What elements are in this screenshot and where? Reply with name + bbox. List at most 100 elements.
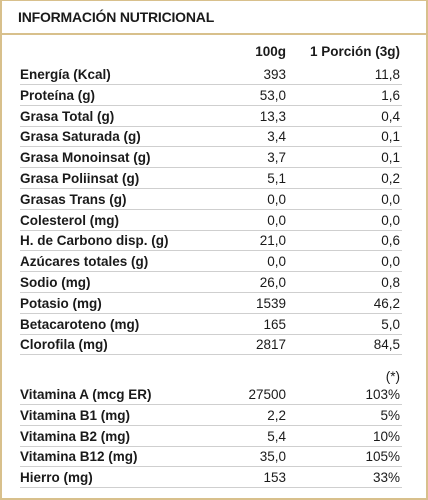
value-portion: 5%	[380, 407, 400, 423]
value-100g: 3,4	[267, 129, 286, 145]
value-portion: 0,0	[381, 191, 400, 207]
value-portion: 0,6	[381, 233, 400, 249]
table-row: Clorofila (mg) 2817 84,5	[2, 335, 428, 354]
row-label: Vitamina B1 (mg)	[20, 407, 131, 423]
row-label: Grasa Monoinsat (g)	[20, 150, 151, 166]
value-100g: 153	[263, 470, 286, 486]
row-divider	[20, 333, 402, 335]
row-label: Vitamina B2 (mg)	[20, 428, 131, 444]
value-100g: 0,0	[267, 212, 286, 228]
column-header-row: 100g 1 Porción (3g)	[2, 42, 428, 61]
row-label: Hierro (mg)	[20, 470, 93, 486]
value-100g: 2817	[255, 337, 286, 353]
row-divider	[20, 312, 402, 314]
row-divider	[20, 445, 402, 447]
value-portion: 0,8	[381, 275, 400, 290]
value-portion: 46,2	[373, 295, 400, 311]
row-divider	[20, 208, 402, 210]
value-portion: 0,2	[381, 171, 400, 186]
table-row: Potasio (mg) 1539 46,2	[2, 294, 428, 313]
table-row: Colesterol (mg) 0,0 0,0	[2, 211, 428, 230]
value-portion: 84,5	[373, 337, 400, 353]
table-row: Hierro (mg) 153 33%	[2, 468, 428, 487]
footnote-row: (*)	[2, 367, 428, 386]
row-divider	[20, 125, 402, 127]
row-label: Sodio (mg)	[20, 275, 91, 290]
row-label: Grasa Saturada (g)	[20, 129, 141, 145]
row-divider	[20, 292, 402, 293]
column-header-100g: 100g	[255, 44, 286, 59]
row-label: Vitamina A (mcg ER)	[20, 387, 152, 402]
table-row: Vitamina B1 (mg) 2,2 5%	[2, 406, 428, 425]
row-label: Potasio (mg)	[20, 295, 102, 311]
row-label: Betacaroteno (mg)	[20, 316, 140, 332]
value-portion: 105%	[365, 449, 400, 465]
value-100g: 5,1	[267, 171, 286, 186]
table-row: Betacaroteno (mg) 165 5,0	[2, 315, 428, 334]
row-divider	[20, 167, 402, 169]
value-portion: 0,0	[381, 254, 400, 270]
value-100g: 3,7	[267, 150, 286, 166]
row-divider	[20, 104, 402, 106]
row-divider	[20, 250, 402, 252]
table-row: Grasa Saturada (g) 3,4 0,1	[2, 127, 428, 146]
value-100g: 35,0	[259, 449, 286, 465]
row-label: H. de Carbono disp. (g)	[20, 233, 169, 249]
value-portion: 0,0	[381, 212, 400, 228]
row-label: Energía (Kcal)	[20, 67, 111, 82]
table-row: Vitamina B12 (mg) 35,0 105%	[2, 447, 428, 466]
panel-title: INFORMACIÓN NUTRICIONAL	[18, 9, 215, 25]
row-label: Azúcares totales (g)	[20, 254, 149, 270]
value-portion: 0,1	[381, 150, 400, 166]
value-100g: 53,0	[259, 87, 286, 103]
value-100g: 26,0	[259, 275, 286, 290]
table-row: Azúcares totales (g) 0,0 0,0	[2, 252, 428, 271]
table-row: Sodio (mg) 26,0 0,8	[2, 273, 428, 292]
row-label: Clorofila (mg)	[20, 337, 108, 353]
value-100g: 0,0	[267, 254, 286, 270]
value-portion: 0,1	[381, 129, 400, 145]
value-100g: 21,0	[259, 233, 286, 249]
value-100g: 0,0	[267, 191, 286, 207]
value-100g: 393	[263, 67, 286, 82]
table-row: Grasa Total (g) 13,3 0,4	[2, 107, 428, 126]
table-row: Grasa Poliinsat (g) 5,1 0,2	[2, 169, 428, 188]
value-100g: 5,4	[267, 428, 286, 444]
table-row: Vitamina A (mcg ER) 27500 103%	[2, 385, 428, 404]
row-divider	[20, 84, 402, 85]
row-divider	[20, 271, 402, 273]
value-portion: 33%	[372, 470, 400, 486]
panel-header: INFORMACIÓN NUTRICIONAL	[2, 1, 428, 35]
row-label: Grasa Total (g)	[20, 108, 115, 124]
value-100g: 27500	[248, 387, 286, 402]
row-divider	[20, 424, 402, 426]
value-portion: 0,4	[381, 108, 400, 124]
row-divider	[20, 466, 402, 468]
table-row: Energía (Kcal) 393 11,8	[2, 65, 428, 84]
value-100g: 2,2	[267, 407, 286, 423]
table-row: Proteína (g) 53,0 1,6	[2, 86, 428, 105]
table-row: H. de Carbono disp. (g) 21,0 0,6	[2, 231, 428, 250]
value-100g: 13,3	[259, 108, 286, 124]
value-portion: 1,6	[381, 87, 400, 103]
row-divider	[20, 487, 402, 489]
value-portion: 10%	[372, 428, 400, 444]
table-row: Grasas Trans (g) 0,0 0,0	[2, 190, 428, 209]
value-portion: 103%	[365, 387, 400, 402]
table-row: Vitamina B2 (mg) 5,4 10%	[2, 427, 428, 446]
row-label: Proteína (g)	[20, 87, 96, 103]
row-label: Colesterol (mg)	[20, 212, 120, 228]
row-divider	[20, 229, 402, 231]
table-row: Grasa Monoinsat (g) 3,7 0,1	[2, 148, 428, 167]
value-100g: 165	[263, 316, 286, 332]
row-divider	[20, 146, 402, 148]
row-label: Grasas Trans (g)	[20, 191, 127, 207]
row-divider	[20, 188, 402, 189]
row-label: Grasa Poliinsat (g)	[20, 171, 140, 186]
row-divider	[20, 354, 402, 356]
row-divider	[20, 404, 402, 405]
value-portion: 11,8	[374, 67, 400, 82]
value-100g: 1539	[255, 295, 286, 311]
column-header-portion: 1 Porción (3g)	[309, 44, 400, 59]
